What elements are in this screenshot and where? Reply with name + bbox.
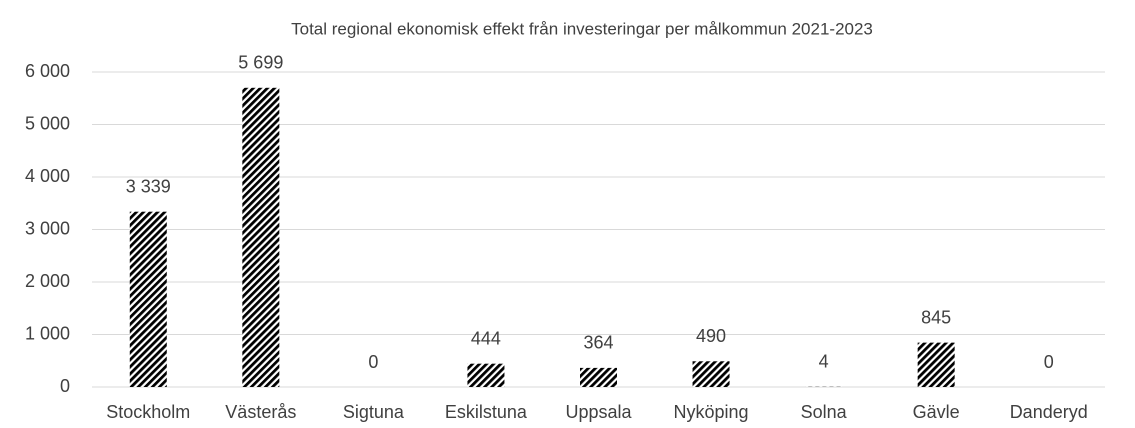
chart-title: Total regional ekonomisk effekt från inv… — [291, 19, 873, 38]
data-label: 444 — [471, 328, 501, 348]
data-label: 0 — [368, 352, 378, 372]
bar — [917, 342, 955, 387]
y-tick-label: 3 000 — [25, 218, 70, 238]
data-label: 364 — [583, 333, 613, 353]
x-tick-label: Västerås — [225, 402, 296, 422]
y-tick-label: 2 000 — [25, 271, 70, 291]
x-tick-label: Uppsala — [565, 402, 632, 422]
x-tick-label: Gävle — [913, 402, 960, 422]
bar — [467, 363, 505, 387]
data-label: 4 — [819, 352, 829, 372]
data-label: 490 — [696, 326, 726, 346]
y-tick-label: 6 000 — [25, 61, 70, 81]
x-tick-label: Eskilstuna — [445, 402, 528, 422]
x-tick-label: Stockholm — [106, 402, 190, 422]
x-tick-label: Sigtuna — [343, 402, 405, 422]
x-tick-label: Nyköping — [674, 402, 749, 422]
bar — [242, 87, 280, 388]
bar — [692, 361, 730, 387]
data-label: 5 699 — [238, 53, 283, 73]
x-tick-label: Solna — [801, 402, 848, 422]
data-label: 3 339 — [126, 176, 171, 196]
bar — [129, 211, 167, 387]
y-tick-label: 4 000 — [25, 166, 70, 186]
x-tick-label: Danderyd — [1010, 402, 1088, 422]
y-tick-label: 1 000 — [25, 323, 70, 343]
bar — [580, 367, 617, 387]
data-label: 0 — [1044, 352, 1054, 372]
y-tick-label: 0 — [60, 376, 70, 396]
y-tick-label: 5 000 — [25, 113, 70, 133]
data-label: 845 — [921, 307, 951, 327]
